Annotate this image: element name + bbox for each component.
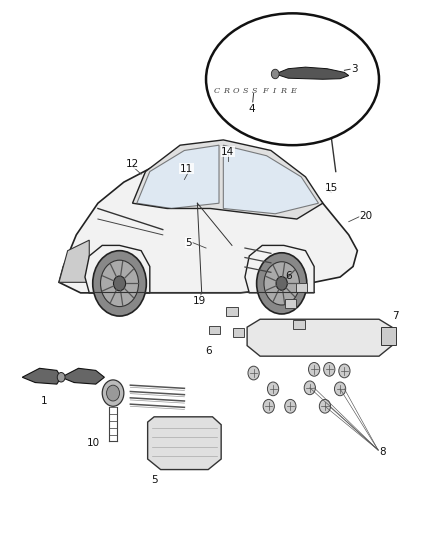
Circle shape	[113, 276, 126, 291]
Text: 8: 8	[379, 447, 385, 457]
Circle shape	[263, 399, 274, 413]
Text: 6: 6	[205, 345, 212, 356]
Text: R: R	[223, 87, 230, 95]
Text: R: R	[280, 87, 286, 95]
Polygon shape	[223, 145, 318, 214]
Polygon shape	[59, 150, 357, 293]
Text: 5: 5	[185, 238, 192, 248]
Text: S: S	[243, 87, 248, 95]
Bar	[296, 284, 307, 292]
Text: 15: 15	[325, 183, 338, 193]
Polygon shape	[148, 417, 221, 470]
Circle shape	[285, 399, 296, 413]
Polygon shape	[133, 140, 323, 219]
Bar	[293, 320, 304, 329]
Circle shape	[264, 262, 300, 305]
Circle shape	[324, 362, 335, 376]
Text: F: F	[261, 87, 267, 95]
Circle shape	[100, 260, 138, 306]
Circle shape	[271, 69, 279, 79]
Bar	[226, 307, 237, 316]
Polygon shape	[275, 67, 349, 79]
Text: S: S	[252, 87, 258, 95]
Bar	[381, 327, 396, 344]
Polygon shape	[137, 145, 219, 208]
Text: 1: 1	[41, 395, 47, 406]
Text: 12: 12	[126, 159, 139, 168]
Circle shape	[93, 251, 146, 316]
Circle shape	[268, 382, 279, 395]
Bar	[233, 328, 244, 337]
Text: 7: 7	[392, 311, 399, 321]
Circle shape	[308, 362, 320, 376]
Circle shape	[335, 382, 346, 395]
Text: 4: 4	[248, 104, 255, 114]
Text: 11: 11	[180, 164, 193, 174]
Text: C: C	[214, 87, 220, 95]
Text: 6: 6	[285, 271, 292, 281]
Circle shape	[339, 364, 350, 378]
Text: 19: 19	[193, 296, 206, 306]
Polygon shape	[59, 240, 89, 282]
Text: E: E	[290, 87, 296, 95]
Text: 14: 14	[221, 147, 234, 157]
Text: 5: 5	[151, 475, 157, 485]
Circle shape	[257, 253, 307, 314]
Circle shape	[248, 366, 259, 380]
Circle shape	[57, 373, 65, 382]
Circle shape	[276, 277, 287, 290]
Circle shape	[102, 380, 124, 406]
Polygon shape	[245, 245, 314, 293]
Text: 3: 3	[351, 64, 357, 74]
Polygon shape	[22, 368, 61, 384]
Circle shape	[319, 399, 331, 413]
Ellipse shape	[206, 13, 379, 145]
Polygon shape	[247, 319, 392, 356]
Text: 20: 20	[360, 212, 373, 221]
Polygon shape	[61, 368, 104, 384]
Text: 10: 10	[87, 438, 100, 448]
Bar	[285, 299, 296, 308]
Polygon shape	[85, 245, 150, 293]
Bar	[209, 326, 220, 334]
Circle shape	[304, 381, 315, 394]
Text: I: I	[272, 87, 276, 95]
Text: O: O	[233, 87, 239, 95]
Circle shape	[106, 385, 120, 401]
